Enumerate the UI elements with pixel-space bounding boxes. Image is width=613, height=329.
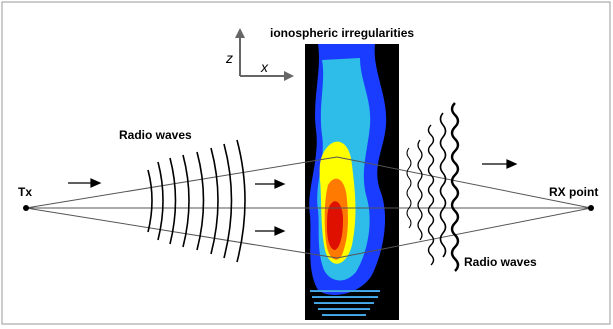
arrow-icon <box>68 178 102 188</box>
tx-point-icon <box>23 205 29 211</box>
irregularity-core <box>327 201 343 250</box>
ray-lower-incoming <box>25 207 338 259</box>
ray-upper-outgoing <box>336 156 592 209</box>
arrow-icon <box>255 226 286 236</box>
incoming-wavefronts <box>147 139 246 263</box>
axis-z-label: z <box>225 50 233 66</box>
rx-point-icon <box>588 205 594 211</box>
scattered-wavefronts <box>406 102 460 272</box>
coordinate-axes <box>235 28 294 81</box>
incoming-waves-label: Radio waves <box>119 128 192 142</box>
diagram-title: ionospheric irregularities <box>270 26 414 40</box>
arrow-icon <box>482 159 518 169</box>
propagation-arrows <box>68 159 518 236</box>
arrow-icon <box>255 179 286 189</box>
tx-label: Tx <box>18 185 32 199</box>
ionospheric-slab <box>305 44 399 320</box>
ray-paths <box>25 156 592 259</box>
axis-x-label: x <box>260 59 269 75</box>
ray-lower-outgoing <box>336 207 592 259</box>
scattered-waves-label: Radio waves <box>464 255 537 269</box>
rx-label: RX point <box>549 185 598 199</box>
ray-upper-incoming <box>25 156 338 209</box>
slab-bottom-stripes <box>310 290 380 316</box>
